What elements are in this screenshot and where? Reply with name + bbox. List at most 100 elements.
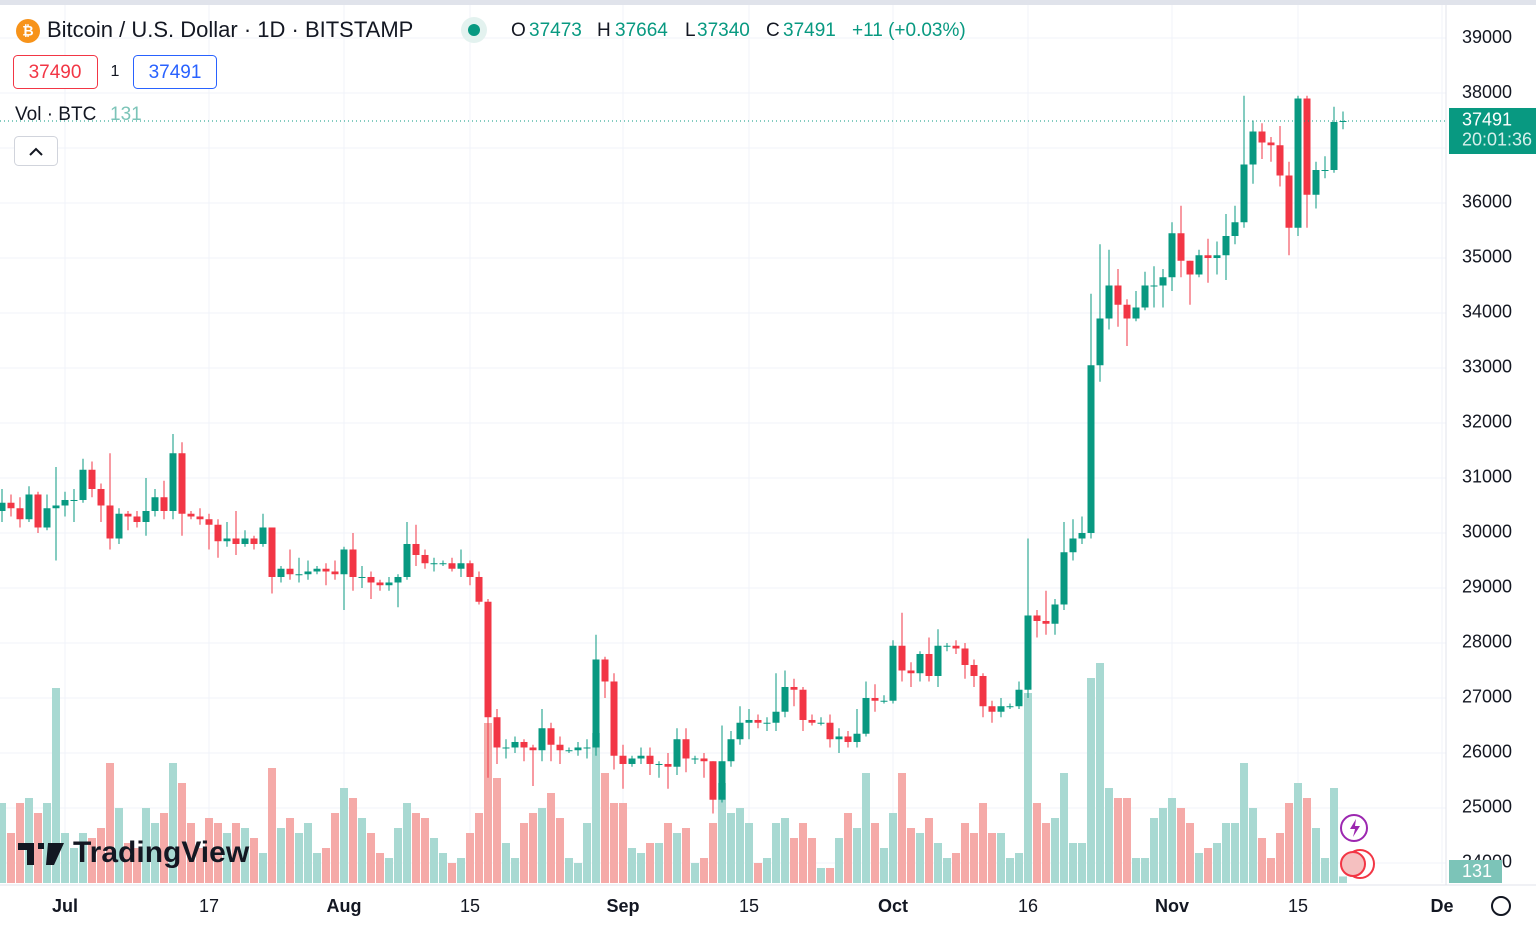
volume-bar — [817, 868, 825, 883]
volume-bar — [574, 863, 582, 883]
candle-body — [1069, 538, 1077, 553]
bid: 37490 — [29, 62, 82, 83]
symbol-title[interactable]: Bitcoin / U.S. Dollar · 1D · BITSTAMP — [47, 17, 413, 42]
volume-bar — [205, 818, 213, 883]
candle-body — [322, 568, 330, 572]
y-tick-label: 25000 — [1462, 797, 1512, 817]
volume-bar — [214, 823, 222, 883]
x-tick-label: Aug — [327, 896, 362, 916]
candle-body — [1141, 285, 1149, 308]
volume-bar — [448, 863, 456, 883]
ohlc-value: 37664 — [615, 20, 668, 41]
ohlc-value: 37473 — [529, 20, 582, 41]
candle-body — [133, 516, 141, 522]
settings-icon[interactable] — [1491, 896, 1511, 916]
candle-body — [1294, 98, 1302, 228]
candle-body — [808, 719, 816, 723]
candle-body — [1078, 532, 1086, 539]
volume-bar — [268, 768, 276, 883]
candle-body — [925, 653, 933, 676]
candle-body — [934, 645, 942, 676]
volume-bar — [1177, 808, 1185, 883]
volume-bar — [979, 803, 987, 883]
candle-body — [1222, 235, 1230, 256]
volume-bar — [1330, 788, 1338, 883]
candle-body — [169, 453, 177, 511]
volume-bar — [1087, 678, 1095, 883]
candle-body — [412, 543, 420, 555]
candle-body — [205, 519, 213, 525]
volume-pane — [0, 663, 1347, 883]
volume-bar — [961, 823, 969, 883]
x-tick-label: Nov — [1155, 896, 1189, 916]
volume-bar — [1105, 788, 1113, 883]
last-volume-box — [1449, 860, 1502, 883]
candle-body — [628, 758, 636, 764]
volume-bar — [169, 763, 177, 883]
volume-bar — [61, 833, 69, 883]
volume-bar — [997, 833, 1005, 883]
volume-bar — [691, 863, 699, 883]
candle-body — [115, 513, 123, 539]
last-price-box — [1449, 107, 1536, 154]
candle-body — [367, 576, 375, 583]
candle-body — [160, 497, 168, 511]
volume-bar — [295, 833, 303, 883]
volume-bar — [601, 773, 609, 883]
volume-bar — [754, 863, 762, 883]
candle-body — [1267, 142, 1275, 146]
candle-body — [43, 508, 51, 528]
candles — [0, 95, 1347, 814]
candle-body — [268, 527, 276, 577]
volume-bar — [403, 803, 411, 883]
sell-button[interactable] — [13, 55, 98, 89]
candle-body — [1015, 689, 1023, 707]
candle-body — [331, 571, 339, 575]
symbol-icon-glyph: ₿ — [22, 23, 33, 39]
top-strip — [0, 0, 1536, 5]
volume-bar — [133, 848, 141, 883]
collapse-button[interactable] — [14, 136, 58, 166]
change: +11 (+0.03%) — [852, 20, 966, 41]
candle-body — [871, 697, 879, 701]
volume-bar — [25, 798, 33, 883]
last-price-label: 37491 — [1462, 110, 1512, 130]
volume-bar — [430, 838, 438, 883]
volume-bar — [790, 838, 798, 883]
candle-body — [7, 502, 15, 509]
candle-body — [34, 494, 42, 528]
candle-body — [1330, 121, 1338, 171]
watermark-logo — [18, 843, 64, 865]
candle-body — [961, 648, 969, 665]
volume-bar — [682, 828, 690, 883]
volume-bar — [862, 773, 870, 883]
volume-bar — [835, 838, 843, 883]
volume-bar — [1078, 843, 1086, 883]
candle-body — [1303, 98, 1311, 195]
volume-bar — [1321, 858, 1329, 883]
y-tick-label: 32000 — [1462, 412, 1512, 432]
candle-body — [907, 670, 915, 674]
candle-body — [655, 763, 663, 765]
buy-button[interactable] — [133, 55, 217, 89]
x-tick-label: Jul — [52, 896, 78, 916]
volume-bar — [718, 783, 726, 883]
volume-bar — [637, 853, 645, 883]
candle-body — [943, 645, 951, 647]
volume-bar — [511, 858, 519, 883]
watermark-text: TradingView — [73, 836, 250, 869]
volume-bar — [223, 833, 231, 883]
candle-body — [736, 722, 744, 740]
ask: 37491 — [149, 62, 202, 83]
volume-bar — [142, 808, 150, 883]
candle-body — [799, 689, 807, 720]
y-tick-label: 38000 — [1462, 82, 1512, 102]
market-status-dot — [468, 24, 480, 36]
candle-body — [817, 722, 825, 724]
volume-bar — [1132, 858, 1140, 883]
x-tick-label: De — [1430, 896, 1453, 916]
candle-body — [79, 469, 87, 500]
candle-body — [700, 758, 708, 762]
volume-bar — [1015, 853, 1023, 883]
volume-bar — [457, 858, 465, 883]
